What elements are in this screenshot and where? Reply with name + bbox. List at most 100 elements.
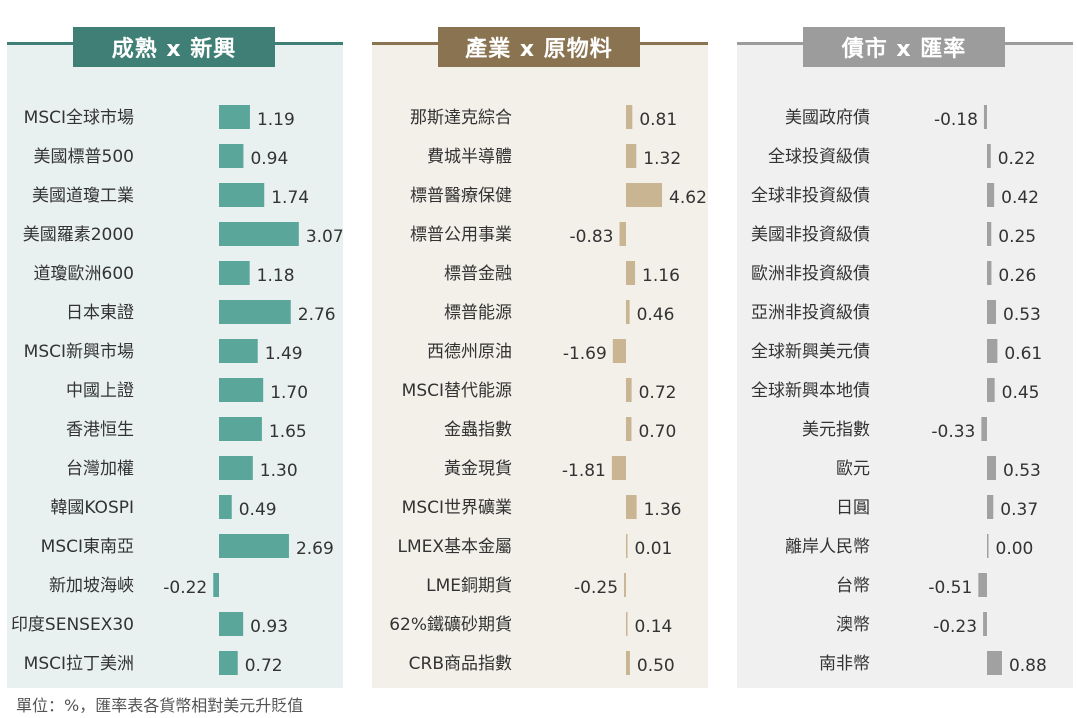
category-label: 亞洲非投資級債	[751, 303, 870, 323]
value-label: 0.70	[638, 422, 676, 442]
value-label: 4.62	[669, 188, 707, 208]
bar	[219, 222, 299, 246]
category-label: 日圓	[836, 498, 870, 518]
category-label: 全球非投資級債	[751, 186, 870, 206]
category-label: MSCI新興市場	[24, 342, 134, 362]
bar	[219, 183, 265, 207]
category-label: MSCI全球市場	[24, 108, 134, 128]
value-label: -1.81	[562, 461, 606, 481]
value-label: 0.00	[996, 539, 1034, 559]
value-label: 0.14	[635, 617, 673, 637]
bar	[626, 651, 630, 675]
panel-background	[7, 42, 343, 688]
category-label: 歐洲非投資級債	[751, 264, 870, 284]
panel-background	[737, 42, 1073, 688]
bar	[987, 534, 989, 558]
category-label: 台灣加權	[66, 459, 134, 479]
value-label: 0.88	[1009, 656, 1047, 676]
bar	[611, 456, 626, 480]
bar	[219, 612, 244, 636]
bar	[219, 417, 262, 441]
chart-mature-emerging: MSCI全球市場 1.19 美國標普500 0.94 美國道瓊工業 1.74 美國羅素200…	[7, 42, 343, 688]
value-label: 1.36	[644, 500, 682, 520]
bar	[983, 612, 987, 636]
bar	[987, 378, 995, 402]
value-label: 0.72	[639, 383, 677, 403]
bar	[978, 573, 987, 597]
panel-industry-commodity: 那斯達克綜合 0.81 費城半導體 1.32 標普醫療保健 4.62 標普公用事業 -0.83…	[372, 42, 708, 688]
category-label: 西德州原油	[427, 342, 512, 362]
category-label: 全球新興本地債	[751, 381, 870, 401]
bar	[983, 105, 987, 129]
value-label: -0.22	[163, 578, 207, 598]
category-label: 美國標普500	[34, 147, 134, 167]
category-label: 美國非投資級債	[751, 225, 870, 245]
chart-bond-fx: 美國政府債 -0.18 全球投資級債 0.22 全球非投資級債 0.42 美國非投資級債 0.…	[737, 42, 1073, 688]
bar	[213, 573, 219, 597]
value-label: 1.19	[257, 110, 295, 130]
value-label: 0.94	[250, 149, 288, 169]
value-label: -1.69	[563, 344, 607, 364]
category-label: 台幣	[836, 576, 870, 596]
category-label: MSCI東南亞	[41, 537, 134, 557]
value-label: 2.76	[298, 305, 336, 325]
category-label: 美國道瓊工業	[32, 186, 134, 206]
value-label: 0.93	[250, 617, 288, 637]
bar	[626, 534, 628, 558]
value-label: 0.72	[245, 656, 283, 676]
value-label: 1.49	[265, 344, 303, 364]
bar	[219, 300, 291, 324]
value-label: 0.25	[998, 227, 1036, 247]
bar	[626, 183, 663, 207]
value-label: 0.50	[637, 656, 675, 676]
bar	[626, 300, 630, 324]
value-label: 0.22	[998, 149, 1036, 169]
value-label: 0.42	[1001, 188, 1039, 208]
value-label: 0.45	[1002, 383, 1040, 403]
category-label: 全球新興美元債	[751, 342, 870, 362]
bar	[626, 144, 637, 168]
category-label: 美國羅素2000	[23, 225, 134, 245]
value-label: 3.07	[306, 227, 343, 247]
bar	[987, 222, 992, 246]
bar	[219, 534, 289, 558]
category-label: 中國上證	[66, 381, 134, 401]
category-label: 費城半導體	[427, 147, 512, 167]
bar	[612, 339, 626, 363]
bar	[626, 105, 633, 129]
category-label: 韓國KOSPI	[50, 498, 134, 518]
panel-background	[372, 42, 708, 688]
category-label: 標普能源	[444, 303, 512, 323]
bar	[219, 339, 258, 363]
category-label: 新加坡海峽	[49, 576, 134, 596]
value-label: 0.01	[635, 539, 673, 559]
category-label: 標普公用事業	[410, 225, 512, 245]
bar	[987, 183, 995, 207]
value-label: 1.16	[642, 266, 680, 286]
category-label: 澳幣	[836, 615, 870, 635]
value-label: 0.46	[637, 305, 675, 325]
category-label: MSCI拉丁美洲	[24, 654, 134, 674]
value-label: -0.33	[931, 422, 975, 442]
bar	[987, 261, 992, 285]
category-label: 道瓊歐洲600	[34, 264, 134, 284]
value-label: 0.49	[239, 500, 277, 520]
category-label: 全球投資級債	[768, 147, 870, 167]
bar	[219, 144, 244, 168]
panel1-title: 成熟 x 新興	[73, 27, 275, 67]
value-label: -0.18	[934, 110, 978, 130]
value-label: 1.65	[269, 422, 307, 442]
bar	[219, 495, 232, 519]
category-label: 標普醫療保健	[410, 186, 512, 206]
bar	[626, 612, 628, 636]
bar	[219, 651, 238, 675]
bar	[219, 378, 264, 402]
bar	[219, 261, 250, 285]
value-label: 1.70	[270, 383, 308, 403]
category-label: 歐元	[836, 459, 870, 479]
category-label: 美元指數	[802, 420, 870, 440]
category-label: 黃金現貨	[444, 459, 512, 479]
bar	[626, 417, 632, 441]
bar	[987, 495, 994, 519]
panel-bond-fx: 美國政府債 -0.18 全球投資級債 0.22 全球非投資級債 0.42 美國非投資級債 0.…	[737, 42, 1073, 688]
